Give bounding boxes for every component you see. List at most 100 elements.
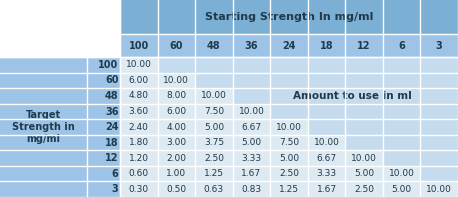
Text: 0.30: 0.30 bbox=[129, 185, 149, 194]
Text: 10.00: 10.00 bbox=[314, 138, 339, 147]
Bar bbox=[195, 150, 233, 166]
Text: 3.60: 3.60 bbox=[129, 107, 149, 116]
Text: 6.67: 6.67 bbox=[316, 154, 337, 163]
Bar bbox=[120, 119, 158, 135]
Bar bbox=[383, 88, 420, 104]
Bar bbox=[383, 150, 420, 166]
Bar bbox=[87, 104, 120, 119]
Text: 6.00: 6.00 bbox=[166, 107, 186, 116]
Bar bbox=[87, 73, 120, 88]
Bar bbox=[345, 34, 383, 57]
Bar bbox=[158, 135, 195, 150]
Bar bbox=[308, 34, 345, 57]
Text: 12: 12 bbox=[357, 41, 371, 51]
Text: 6: 6 bbox=[398, 41, 405, 51]
Text: 10.00: 10.00 bbox=[351, 154, 377, 163]
Bar bbox=[195, 119, 233, 135]
Bar bbox=[383, 119, 420, 135]
Bar bbox=[120, 166, 158, 181]
Text: 2.50: 2.50 bbox=[279, 169, 299, 178]
Bar bbox=[195, 104, 233, 119]
Bar bbox=[308, 104, 345, 119]
Bar bbox=[270, 166, 308, 181]
Bar bbox=[420, 150, 458, 166]
Text: 6: 6 bbox=[112, 169, 119, 179]
Bar bbox=[87, 166, 120, 181]
Bar bbox=[270, 57, 308, 73]
Bar bbox=[120, 88, 158, 104]
Text: 7.50: 7.50 bbox=[204, 107, 224, 116]
Text: 10.00: 10.00 bbox=[239, 107, 264, 116]
Bar bbox=[233, 73, 270, 88]
Bar bbox=[345, 57, 383, 73]
Text: 4.80: 4.80 bbox=[129, 91, 149, 100]
Bar bbox=[383, 135, 420, 150]
Text: 12: 12 bbox=[105, 153, 119, 163]
Text: 1.20: 1.20 bbox=[129, 154, 149, 163]
Bar bbox=[87, 135, 120, 150]
Text: 5.00: 5.00 bbox=[354, 169, 374, 178]
Bar bbox=[308, 135, 345, 150]
Bar bbox=[158, 57, 195, 73]
Bar bbox=[308, 119, 345, 135]
Bar bbox=[345, 73, 383, 88]
Bar bbox=[308, 181, 345, 197]
Bar bbox=[420, 135, 458, 150]
Bar bbox=[308, 57, 345, 73]
Bar bbox=[158, 119, 195, 135]
Text: 60: 60 bbox=[105, 75, 119, 85]
Bar bbox=[420, 166, 458, 181]
Bar bbox=[233, 166, 270, 181]
Text: 3: 3 bbox=[112, 184, 119, 194]
Bar bbox=[270, 88, 308, 104]
Bar bbox=[158, 73, 195, 88]
Text: 1.67: 1.67 bbox=[316, 185, 337, 194]
Bar bbox=[420, 119, 458, 135]
Bar bbox=[0, 0, 120, 34]
Bar bbox=[233, 88, 270, 104]
Text: 3: 3 bbox=[436, 41, 442, 51]
Bar bbox=[383, 104, 420, 119]
Bar bbox=[195, 57, 233, 73]
Text: 10.00: 10.00 bbox=[276, 123, 302, 132]
Bar bbox=[120, 73, 158, 88]
Bar bbox=[233, 34, 270, 57]
Text: 36: 36 bbox=[245, 41, 258, 51]
Bar bbox=[87, 181, 120, 197]
Bar bbox=[270, 104, 308, 119]
Bar bbox=[195, 181, 233, 197]
Bar bbox=[383, 73, 420, 88]
Bar bbox=[308, 150, 345, 166]
Bar bbox=[270, 135, 308, 150]
Text: 1.00: 1.00 bbox=[166, 169, 186, 178]
Text: 6.67: 6.67 bbox=[241, 123, 262, 132]
Text: 24: 24 bbox=[105, 122, 119, 132]
Bar bbox=[383, 181, 420, 197]
Bar bbox=[0, 57, 87, 197]
Text: 4.00: 4.00 bbox=[166, 123, 186, 132]
Bar bbox=[158, 34, 195, 57]
Bar bbox=[87, 88, 120, 104]
Bar bbox=[308, 166, 345, 181]
Bar bbox=[233, 57, 270, 73]
Text: 3.00: 3.00 bbox=[166, 138, 186, 147]
Text: 100: 100 bbox=[129, 41, 149, 51]
Bar bbox=[308, 73, 345, 88]
Bar bbox=[0, 34, 120, 57]
Text: 5.00: 5.00 bbox=[241, 138, 262, 147]
Bar bbox=[233, 150, 270, 166]
Text: 100: 100 bbox=[98, 60, 119, 70]
Text: 18: 18 bbox=[105, 138, 119, 148]
Text: 5.00: 5.00 bbox=[204, 123, 224, 132]
Text: 0.50: 0.50 bbox=[166, 185, 186, 194]
Bar bbox=[308, 88, 345, 104]
Text: 7.50: 7.50 bbox=[279, 138, 299, 147]
Text: 3.33: 3.33 bbox=[241, 154, 262, 163]
Bar bbox=[120, 57, 158, 73]
Text: 60: 60 bbox=[169, 41, 183, 51]
Bar bbox=[270, 34, 308, 57]
Bar bbox=[420, 104, 458, 119]
Text: 0.60: 0.60 bbox=[129, 169, 149, 178]
Bar bbox=[420, 181, 458, 197]
Bar bbox=[345, 166, 383, 181]
